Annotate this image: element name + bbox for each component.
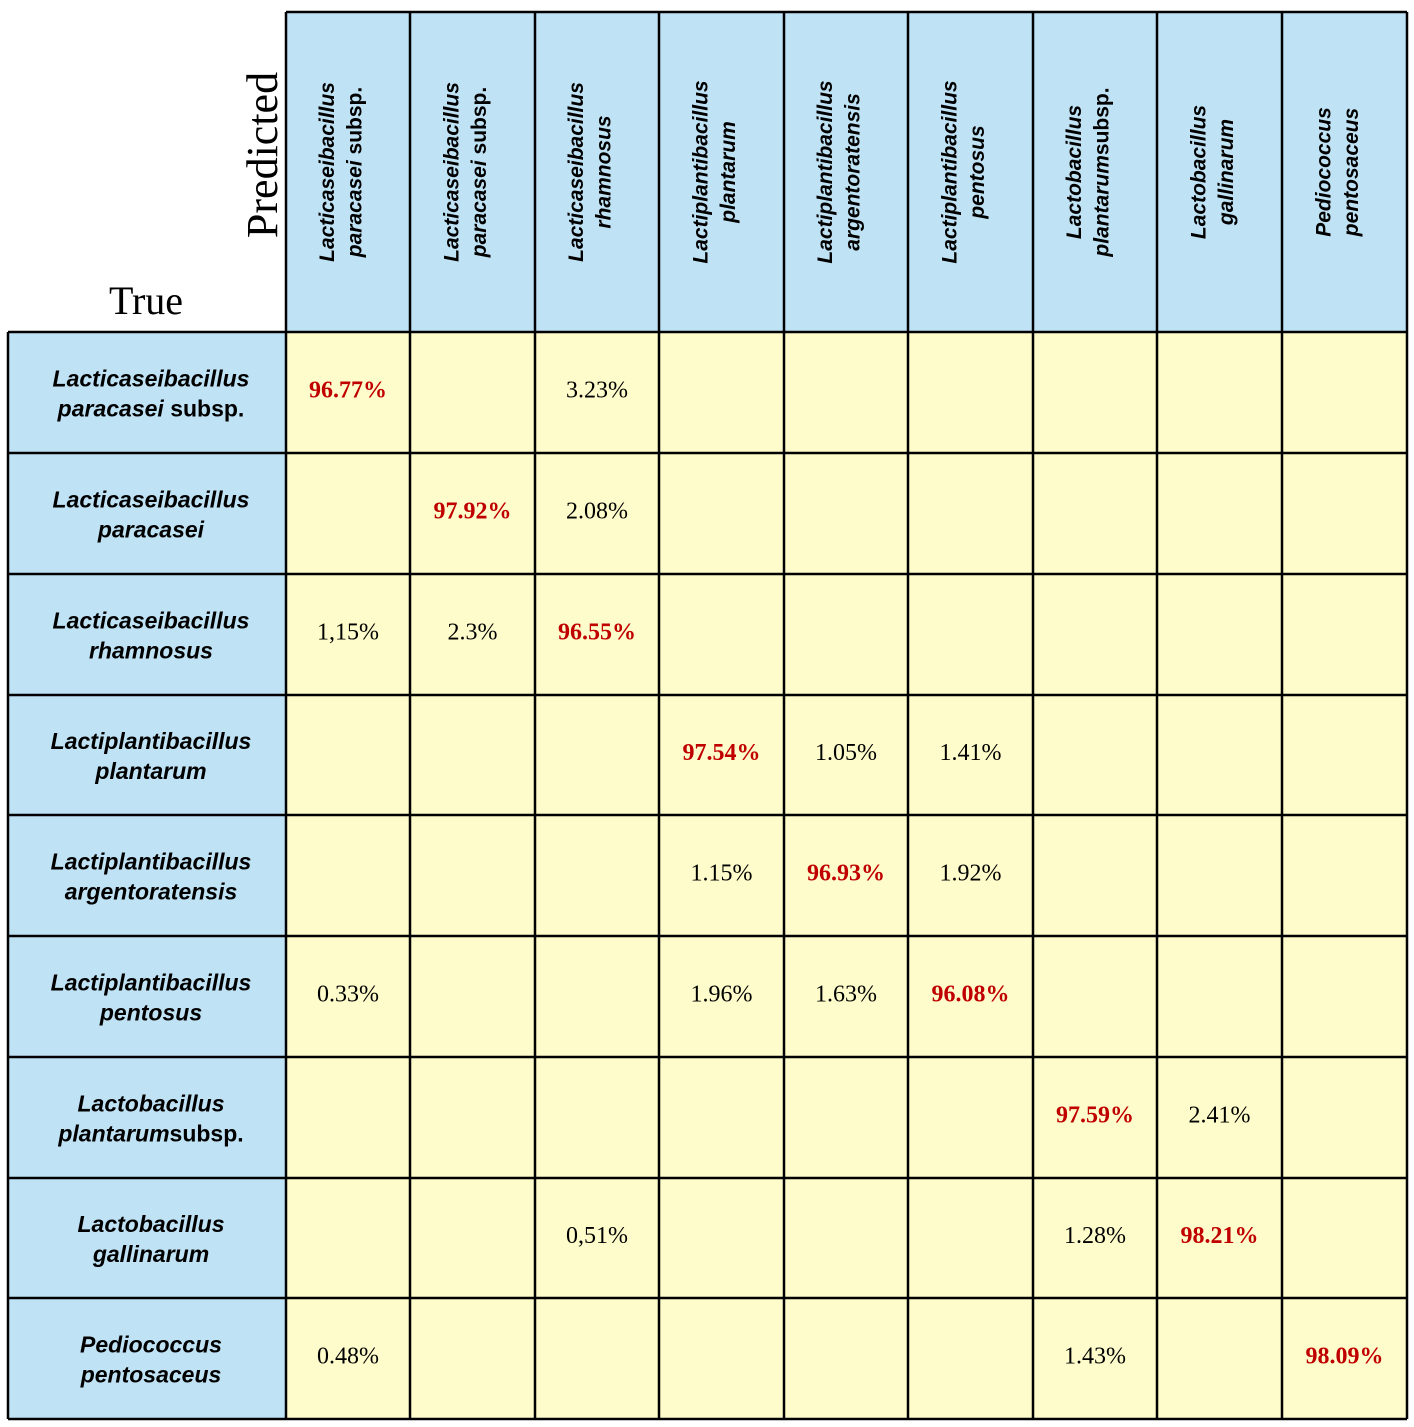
- predicted-class-label: Lacticaseibacillus paracasei subsp.: [316, 82, 366, 262]
- diagonal-cell-value: 98.21%: [1181, 1223, 1259, 1249]
- predicted-class-labels: Lacticaseibacillus paracasei subsp. Lactic…: [316, 80, 1363, 263]
- cell-value: 1.63%: [815, 982, 877, 1008]
- true-class-label: Lacticaseibacillus paracasei subsp.: [53, 366, 250, 422]
- predicted-class-label: Lactiplantibacillus pentosus: [939, 80, 989, 263]
- cell-area-fill: [286, 332, 1407, 1419]
- predicted-class-label: Lactobacillus plantarumsubsp.: [1063, 87, 1113, 257]
- predicted-class-label: Lacticaseibacillus rhamnosus: [565, 82, 615, 262]
- cell-value: 0,51%: [566, 1223, 628, 1249]
- cell-value: 1.96%: [691, 982, 753, 1008]
- true-class-label: Lactiplantibacillus pentosus: [51, 970, 252, 1026]
- true-class-label: Lactobacillus gallinarum: [78, 1211, 225, 1267]
- predicted-class-label: Lactiplantibacillus argentoratensis: [814, 80, 864, 263]
- true-class-label: Lacticaseibacillus paracasei: [53, 487, 250, 543]
- diagonal-cell-value: 96.93%: [807, 861, 885, 887]
- cell-value: 0.33%: [317, 982, 379, 1008]
- cell-value: 1,15%: [317, 620, 379, 646]
- true-class-label: Lactiplantibacillus argentoratensis: [51, 849, 252, 905]
- grid-lines: [6, 10, 1409, 1421]
- cell-value: 2.41%: [1189, 1103, 1251, 1129]
- cell-value: 1.92%: [940, 861, 1002, 887]
- diagonal-cell-value: 97.59%: [1056, 1103, 1134, 1129]
- cell-value: 0.48%: [317, 1344, 379, 1370]
- predicted-class-label: Lacticaseibacillus paracasei subsp.: [441, 82, 491, 262]
- cell-value: 1.28%: [1064, 1223, 1126, 1249]
- true-class-label: Lacticaseibacillus rhamnosus: [53, 608, 250, 664]
- predicted-class-label: Pediococcus pentosaceus: [1313, 107, 1363, 237]
- diagonal-cell-value: 97.92%: [434, 499, 512, 525]
- cell-value: 2.08%: [566, 499, 628, 525]
- cell-value: 1.05%: [815, 740, 877, 766]
- diagonal-cell-value: 97.54%: [683, 740, 761, 766]
- cell-value: 1.15%: [691, 861, 753, 887]
- diagonal-cell-value: 96.08%: [932, 982, 1010, 1008]
- true-class-label: Lactobacillus plantarumsubsp.: [57, 1091, 243, 1147]
- predicted-class-label: Lactobacillus gallinarum: [1188, 105, 1238, 239]
- column-header-fill: [286, 12, 1407, 332]
- cell-fills: [286, 332, 1407, 1419]
- true-class-labels: Lacticaseibacillus paracasei subsp. Lactic…: [51, 366, 252, 1388]
- cell-value: 2.3%: [448, 620, 498, 646]
- cell-value: 1.41%: [940, 740, 1002, 766]
- cell-value: 3.23%: [566, 378, 628, 404]
- diagonal-cell-value: 96.77%: [309, 378, 387, 404]
- predicted-class-label: Lactiplantibacillus plantarum: [690, 80, 740, 263]
- cell-value: 1.43%: [1064, 1344, 1126, 1370]
- row-header-fill: [8, 332, 286, 1419]
- true-class-label: Pediococcus pentosaceus: [80, 1332, 222, 1388]
- true-class-label: Lactiplantibacillus plantarum: [51, 728, 252, 784]
- diagonal-cell-value: 98.09%: [1306, 1344, 1384, 1370]
- header-fills: [8, 12, 1407, 1419]
- true-axis-label: True: [109, 278, 183, 323]
- predicted-axis-label: Predicted: [238, 72, 287, 238]
- cell-values: 96.77% 3.23% 97.92% 2.08% 1,15% 2.3% 96.55% 97.…: [309, 378, 1384, 1370]
- diagonal-cell-value: 96.55%: [558, 620, 636, 646]
